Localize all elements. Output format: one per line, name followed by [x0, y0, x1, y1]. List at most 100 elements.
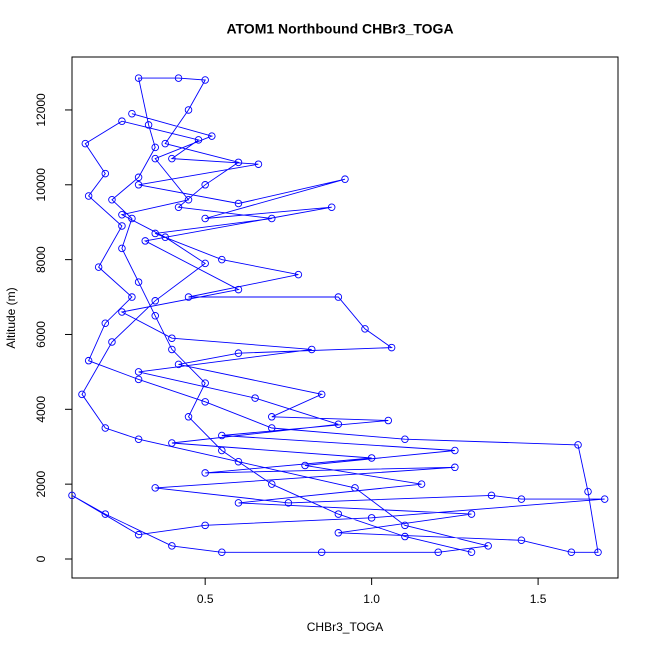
data-point [128, 109, 136, 118]
data-point [184, 196, 193, 204]
data-point [134, 530, 143, 539]
data-point [384, 416, 393, 425]
data-point [168, 334, 176, 342]
x-axis-label: CHBr3_TOGA [307, 620, 383, 634]
data-point [161, 233, 169, 241]
data-point [451, 446, 459, 455]
data-point [118, 117, 126, 125]
data-point [334, 529, 343, 537]
data-point [201, 469, 209, 477]
data-point [118, 222, 126, 230]
data-point [174, 74, 183, 82]
data-point [467, 510, 476, 518]
data-point [401, 532, 409, 541]
y-tick-label: 12000 [34, 93, 48, 127]
data-point [467, 548, 476, 557]
data-point [218, 548, 226, 557]
data-point [78, 390, 86, 399]
data-point [151, 484, 159, 492]
data-point [201, 398, 209, 406]
data-point [234, 349, 243, 357]
data-point [201, 214, 209, 223]
data-point [108, 338, 116, 346]
data-point [201, 379, 209, 387]
data-point [234, 158, 243, 167]
data-point [68, 491, 76, 500]
data-point [141, 237, 149, 245]
data-point [134, 375, 143, 384]
data-point [201, 521, 209, 530]
data-point [517, 536, 526, 545]
data-point [134, 74, 143, 82]
data-point [254, 160, 263, 168]
data-point [151, 297, 159, 305]
data-point [101, 510, 110, 518]
y-tick-label: 8000 [34, 246, 48, 273]
data-point [151, 312, 159, 320]
data-point [168, 345, 176, 354]
data-point [317, 390, 326, 399]
data-point [484, 542, 492, 550]
data-point [487, 491, 496, 500]
data-point [367, 454, 376, 462]
data-point [84, 356, 93, 365]
data-point [434, 548, 442, 557]
data-point [251, 394, 259, 402]
data-point [584, 487, 592, 496]
y-tick-label: 0 [34, 555, 48, 562]
data-point [307, 345, 316, 354]
data-point [128, 214, 136, 223]
data-point [174, 203, 183, 211]
data-point [294, 270, 303, 279]
data-point [268, 424, 276, 432]
data-point [168, 542, 176, 550]
data-point [234, 499, 243, 507]
data-point [351, 484, 359, 492]
data-point [184, 106, 193, 114]
data-point [234, 199, 243, 208]
data-point [151, 143, 159, 152]
data-point [174, 360, 183, 369]
data-point [208, 132, 216, 140]
data-point [234, 457, 243, 466]
data-point [361, 325, 369, 333]
data-point [268, 413, 276, 421]
data-point [451, 463, 459, 472]
data-point [94, 263, 103, 271]
data-point [134, 181, 143, 189]
data-point [134, 435, 143, 443]
data-point [168, 154, 176, 163]
data-point [268, 214, 276, 223]
data-point [134, 173, 143, 182]
data-point [144, 121, 153, 129]
y-axis-label: Altitude (m) [4, 287, 18, 348]
data-point [128, 293, 136, 301]
data-point [134, 278, 143, 286]
data-point [334, 293, 343, 301]
data-point [201, 76, 209, 84]
data-point [201, 259, 209, 268]
data-point [84, 192, 93, 200]
data-point [574, 441, 582, 449]
y-tick-label: 2000 [34, 470, 48, 497]
data-point [417, 480, 426, 488]
data-point [334, 420, 343, 429]
data-point [594, 548, 602, 557]
chart-title: ATOM1 Northbound CHBr3_TOGA [226, 21, 453, 37]
data-point [201, 181, 209, 189]
x-tick-label: 1.5 [530, 592, 547, 606]
data-point [567, 548, 576, 557]
data-point [218, 446, 226, 455]
x-tick-label: 0.5 [197, 592, 214, 606]
data-line [71, 77, 605, 553]
data-point [234, 285, 243, 294]
data-point [387, 343, 396, 352]
data-point [118, 308, 126, 316]
data-point [101, 319, 110, 327]
data-point [284, 499, 293, 507]
plot-frame [71, 56, 619, 579]
data-point [134, 368, 143, 376]
data-point [317, 548, 326, 557]
data-point [194, 136, 203, 144]
